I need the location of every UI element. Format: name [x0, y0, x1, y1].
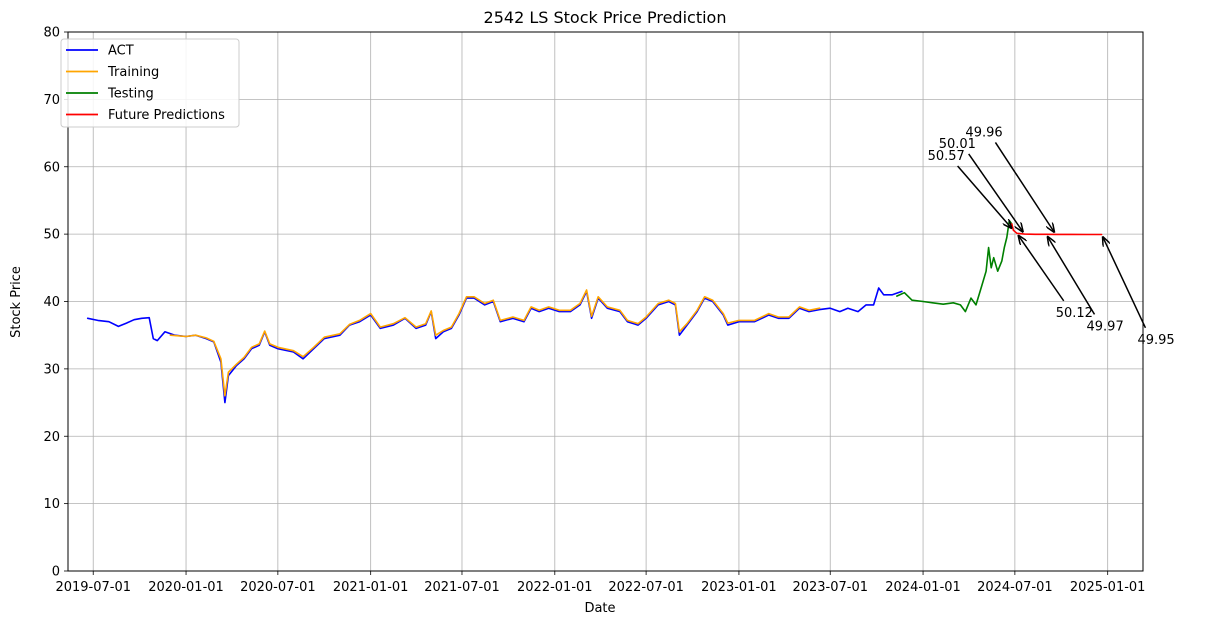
- y-axis-ticks: 0 10 20 30 40 50 60 70 80: [43, 26, 68, 580]
- x-tick-label: 2022-07-01: [608, 580, 684, 595]
- x-tick-label: 2020-01-01: [148, 580, 224, 595]
- legend-label: Training: [107, 65, 159, 80]
- legend-box: [60, 38, 240, 128]
- y-tick-label: 40: [43, 295, 60, 310]
- y-tick-label: 0: [52, 565, 60, 580]
- annotation-label: 49.95: [1137, 333, 1174, 348]
- annotation-label: 49.96: [965, 125, 1002, 140]
- x-tick-label: 2021-01-01: [333, 580, 409, 595]
- x-tick-label: 2020-07-01: [240, 580, 316, 595]
- series-line-testing: [895, 219, 1013, 313]
- y-tick-label: 70: [43, 93, 60, 108]
- annotation-arrow: [1103, 237, 1147, 329]
- y-axis-title: Stock Price: [9, 266, 24, 338]
- x-tick-label: 2024-07-01: [977, 580, 1053, 595]
- legend: ACT Training Testing Future Predictions: [60, 38, 240, 128]
- annotation-arrow: [968, 153, 1023, 232]
- x-tick-label: 2019-07-01: [55, 580, 131, 595]
- y-tick-label: 30: [43, 362, 60, 377]
- y-tick-label: 50: [43, 228, 60, 243]
- series-line-future-predictions: [1010, 223, 1103, 236]
- y-tick-label: 80: [43, 26, 60, 41]
- x-tick-label: 2024-01-01: [885, 580, 961, 595]
- y-tick-label: 60: [43, 160, 60, 175]
- y-tick-label: 10: [43, 497, 60, 512]
- series-layer: [86, 219, 1103, 404]
- annotation-label: 50.57: [928, 149, 965, 164]
- annotation-label: 50.12: [1056, 306, 1093, 321]
- x-tick-label: 2022-01-01: [517, 580, 593, 595]
- y-tick-label: 20: [43, 430, 60, 445]
- annotation-label: 50.01: [939, 137, 976, 152]
- x-axis-ticks: 2019-07-01 2020-01-01 2020-07-01 2021-01-01…: [55, 571, 1145, 595]
- chart-title: 2542 LS Stock Price Prediction: [484, 8, 727, 27]
- x-tick-label: 2023-01-01: [701, 580, 777, 595]
- x-tick-label: 2021-07-01: [424, 580, 500, 595]
- annotation-arrow: [1019, 236, 1065, 302]
- x-tick-label: 2023-07-01: [792, 580, 868, 595]
- annotation-arrow: [1048, 237, 1096, 315]
- legend-label: ACT: [108, 44, 134, 59]
- annotation-label: 49.97: [1087, 319, 1124, 334]
- annotation-arrow: [957, 165, 1012, 228]
- x-tick-label: 2025-01-01: [1070, 580, 1146, 595]
- series-line-training: [169, 289, 821, 397]
- annotation-arrow: [994, 142, 1054, 231]
- x-axis-title: Date: [584, 601, 615, 616]
- legend-label: Future Predictions: [108, 108, 225, 123]
- legend-label: Testing: [107, 87, 154, 102]
